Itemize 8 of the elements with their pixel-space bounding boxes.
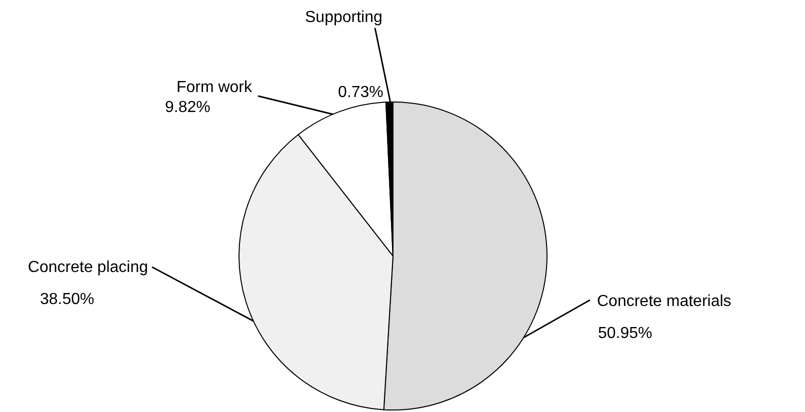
- data-label: 9.82%: [165, 99, 210, 116]
- data-label: 0.73%: [338, 84, 384, 101]
- slice-label: Concrete placing: [28, 259, 148, 276]
- data-label: 50.95%: [598, 325, 652, 342]
- slice-label: Concrete materials: [597, 293, 732, 310]
- slice-label: Supporting: [305, 9, 382, 26]
- data-label: 38.50%: [40, 291, 94, 308]
- slice-label: Form work: [176, 79, 253, 96]
